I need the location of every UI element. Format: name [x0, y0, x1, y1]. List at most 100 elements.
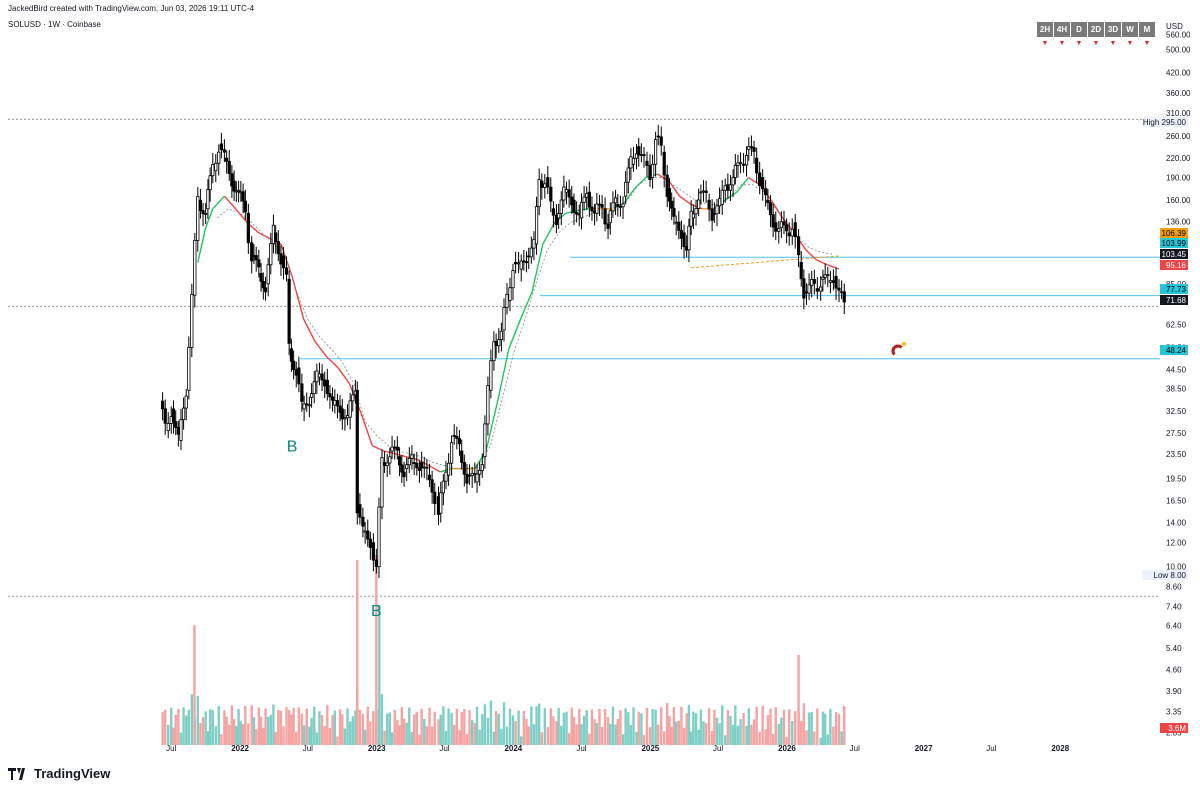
candle-body: [790, 228, 794, 237]
tf-button-4h[interactable]: 4H: [1054, 22, 1070, 37]
volume-bar: [788, 709, 791, 745]
ma-fast-segment: [258, 232, 270, 239]
footer: TradingView: [0, 762, 1200, 793]
tf-button-2h[interactable]: 2H: [1037, 22, 1053, 37]
candle-body: [328, 393, 332, 398]
candle-body: [410, 454, 414, 459]
candle-body: [470, 473, 474, 476]
candle-body: [677, 221, 681, 231]
volume-bar: [537, 703, 541, 745]
volume-bar: [721, 705, 724, 745]
candle-body: [551, 208, 556, 216]
volume-bar: [201, 717, 205, 745]
candle-body: [648, 165, 652, 180]
candle-body: [300, 383, 304, 402]
volume-bar: [473, 722, 477, 745]
volume-bar: [619, 710, 622, 745]
volume-bar: [590, 709, 594, 745]
candle-body: [340, 408, 344, 420]
volume-bar: [702, 721, 705, 745]
y-tick-label: 62.50: [1166, 320, 1187, 329]
volume-bar: [520, 736, 523, 745]
volume-bar: [611, 706, 615, 745]
timeframe-arrows: ▼ ▼ ▼ ▼ ▼ ▼ ▼: [1037, 40, 1156, 47]
ma-slow-line: [217, 177, 832, 470]
price-label-box: [1160, 260, 1188, 270]
volume-bar: [220, 734, 223, 745]
candle-body: [656, 135, 660, 138]
volume-bar: [250, 705, 253, 745]
candle-body: [815, 288, 819, 292]
candle-body: [718, 198, 722, 207]
symbol-label[interactable]: SOLUSD · 1W · Coinbase: [8, 20, 101, 29]
candle-body: [603, 208, 607, 225]
price-axis[interactable]: 560.00 500.00 420.00 360.00 310.00 260.00 220.…: [1166, 31, 1191, 738]
chart-header: JackedBird created with TradingView.com,…: [0, 0, 1200, 47]
ma-fast-segment: [223, 195, 237, 210]
candle-body: [654, 139, 658, 165]
volume-bar: [530, 706, 533, 745]
time-axis[interactable]: Jul 2022 Jul 2023 Jul 2024 Jul 2025 Jul 2026 Jul 20…: [166, 744, 1070, 753]
y-tick-label: 3.90: [1166, 687, 1182, 696]
y-tick-label: 10.00: [1166, 563, 1187, 572]
volume-bar: [654, 709, 657, 745]
candle-body: [799, 261, 803, 280]
candle-body: [527, 255, 531, 258]
tf-button-2d[interactable]: 2D: [1088, 22, 1104, 37]
candle-body: [292, 360, 296, 371]
volume-bar: [797, 655, 800, 745]
candle-body: [812, 279, 816, 284]
volume-bar: [555, 721, 558, 745]
tf-button-m[interactable]: M: [1139, 22, 1155, 37]
volume-bar: [710, 730, 714, 745]
x-tick-label: 2027: [915, 744, 933, 753]
candle-body: [764, 188, 768, 196]
volume-bar: [372, 711, 375, 745]
y-tick-label: 16.50: [1166, 497, 1187, 506]
candle-body: [241, 191, 245, 202]
ma-fast-segment: [815, 259, 829, 266]
tf-arrow-down-icon: ▼: [1109, 40, 1117, 47]
volume-bar: [235, 726, 238, 745]
volume-bar: [497, 713, 500, 745]
candle-body: [388, 456, 392, 464]
candle-body: [543, 183, 547, 188]
volume-bar: [742, 712, 745, 745]
brand-name: TradingView: [34, 766, 111, 781]
candle-body: [637, 146, 641, 156]
candle-body: [433, 491, 437, 504]
candle-body: [312, 381, 316, 394]
price-chart[interactable]: BB 560.00500.00420.00360.00310.00260.002…: [0, 0, 1200, 762]
volume-bar: [185, 715, 188, 745]
candle-body: [405, 464, 409, 470]
candle-body: [259, 272, 263, 282]
volume-bar: [761, 705, 764, 745]
volume-bar: [447, 708, 450, 745]
volume-bar: [285, 707, 288, 745]
volume-bar: [802, 703, 806, 745]
volume-bar: [386, 713, 389, 745]
volume-bar: [237, 708, 240, 745]
candle-body: [266, 264, 270, 285]
candle-body: [371, 542, 375, 561]
tf-button-3d[interactable]: 3D: [1105, 22, 1121, 37]
y-tick-label: 2.85: [1166, 729, 1182, 738]
currency-label: USD: [1166, 22, 1183, 31]
magnet-icon[interactable]: [891, 342, 906, 356]
price-label-box: [1160, 249, 1188, 259]
tf-button-w[interactable]: W: [1122, 22, 1138, 37]
volume-bar: [179, 732, 183, 745]
candle-body: [489, 360, 493, 391]
candle-body: [755, 157, 759, 174]
tf-button-d[interactable]: D: [1071, 22, 1087, 37]
candle-body: [807, 284, 811, 294]
candle-body: [608, 210, 612, 224]
brand-logo[interactable]: TradingView: [8, 766, 110, 781]
candle-body: [707, 199, 711, 210]
y-tick-label: 220.00: [1166, 154, 1191, 163]
volume-bar: [648, 727, 652, 745]
price-label-box: [1160, 345, 1188, 355]
candle-body: [287, 278, 291, 344]
candle-body: [402, 471, 406, 478]
candle-body: [587, 191, 591, 208]
